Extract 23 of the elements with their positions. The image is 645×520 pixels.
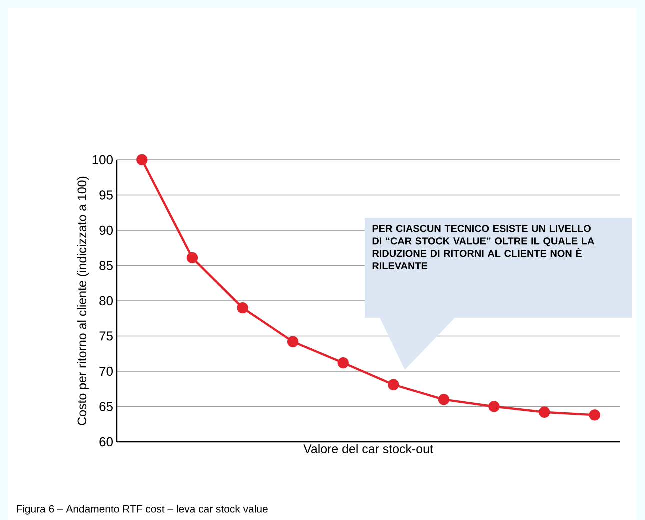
y-tick-label: 80 (100, 296, 113, 306)
y-axis-title: Costo per ritorno al cliente (indicizzato a 100) (77, 176, 90, 426)
y-tick-label: 100 (92, 155, 113, 165)
y-tick-label: 65 (100, 402, 113, 412)
point (488, 401, 500, 412)
y-tick-label: 90 (100, 226, 113, 236)
y-tick-label: 85 (100, 261, 113, 270)
annotation: PER CIASCUN TECNICO ESISTE UN LIVELLO DI “CAR STOCK VALUE” OLTRE IL QUALE LA RIDUZIONE DI RITORNI AL CLIENTE NON È RILEVANTE (372, 225, 594, 270)
point (287, 336, 299, 348)
point (538, 406, 550, 418)
point (237, 302, 248, 314)
text: Figura 6 – Andamento RTF cost – leva car stock value (17, 505, 268, 515)
point (388, 379, 400, 390)
point (438, 394, 450, 406)
point (136, 154, 148, 166)
y-tick-label: 70 (100, 366, 113, 376)
point (589, 410, 600, 421)
point (186, 252, 198, 264)
x-axis-title: Valore del car stock-out (304, 444, 434, 454)
y-tick-label: 75 (100, 332, 113, 341)
y-tick-label: 95 (100, 190, 113, 200)
y-tick-label: 60 (100, 437, 113, 447)
point (338, 357, 349, 369)
